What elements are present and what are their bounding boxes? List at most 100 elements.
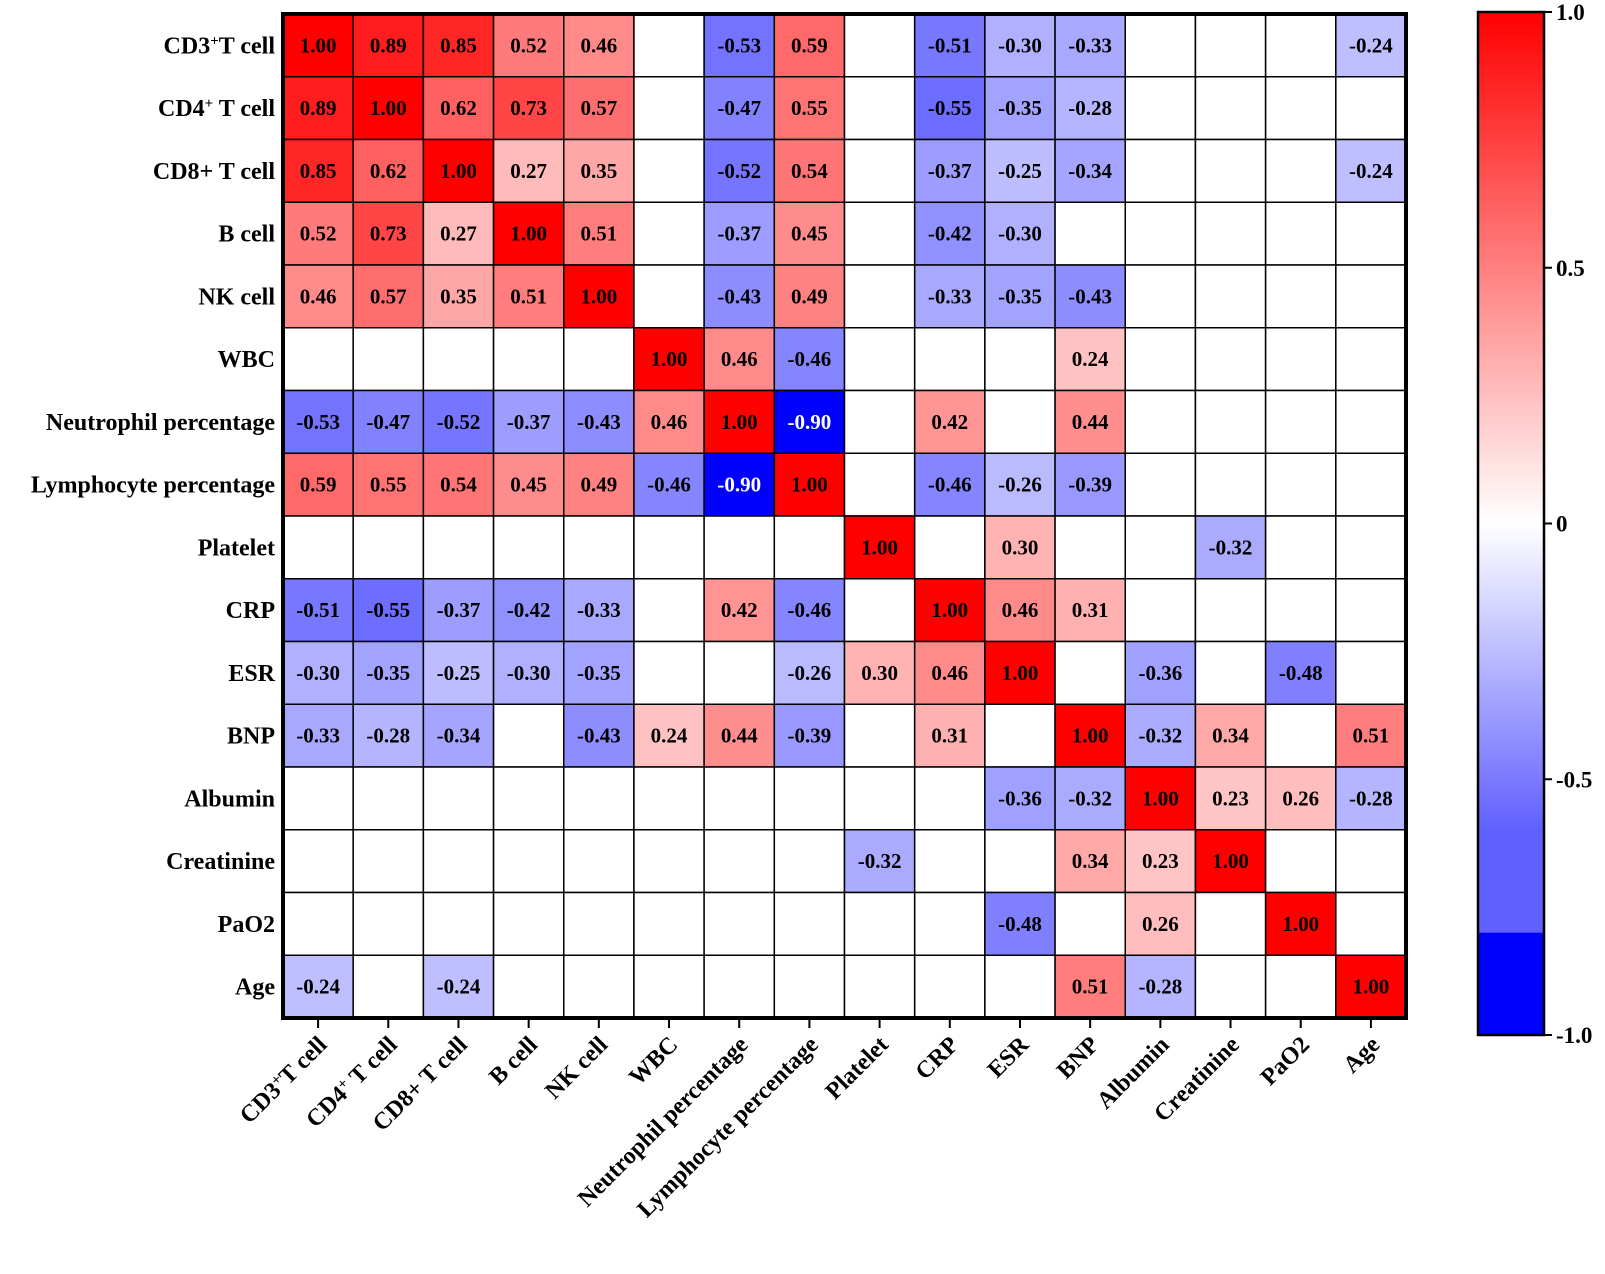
- cell-value-label: 1.00: [440, 159, 477, 183]
- cell-value-label: 0.45: [791, 222, 828, 246]
- colorbar-segment: [1478, 559, 1544, 566]
- y-axis-label: ESR: [228, 661, 275, 687]
- colorbar-segment: [1478, 216, 1544, 223]
- cell-value-label: 0.34: [1072, 849, 1109, 873]
- colorbar-segment: [1478, 1004, 1544, 1011]
- cell-value-label: 1.00: [1353, 975, 1390, 999]
- heatmap-cell: [773, 76, 846, 141]
- colorbar-segment: [1478, 574, 1544, 581]
- heatmap-cell: [1264, 954, 1337, 1019]
- y-axis-label: NK cell: [198, 284, 275, 310]
- cell-value-label: 0.46: [580, 33, 617, 57]
- x-axis-label: B cell: [484, 1032, 543, 1091]
- heatmap-cell: [1054, 327, 1126, 392]
- colorbar-segment: [1478, 446, 1544, 453]
- heatmap-cell: [422, 452, 495, 517]
- heatmap-cell: [1194, 766, 1267, 831]
- cell-value-label: 0.55: [791, 96, 828, 120]
- colorbar-segment: [1478, 288, 1544, 294]
- colorbar-segment: [1478, 237, 1544, 243]
- colorbar-segment: [1478, 451, 1544, 458]
- cell-value-label: 0.51: [1353, 724, 1390, 748]
- cell-value-label: 0.59: [300, 473, 337, 497]
- colorbar-segment: [1478, 277, 1544, 284]
- heatmap-cell: [1124, 703, 1197, 768]
- cell-value-label: 0.30: [861, 661, 898, 685]
- heatmap-cell: [984, 640, 1056, 705]
- cell-value-label: 0.54: [791, 159, 828, 183]
- colorbar-segment: [1478, 753, 1544, 760]
- heatmap-cell: [703, 766, 776, 831]
- colorbar-segment: [1478, 676, 1544, 683]
- heatmap-cell: [563, 703, 635, 768]
- heatmap-cell: [1335, 829, 1407, 894]
- cell-value-label: 0.27: [510, 159, 547, 183]
- colorbar-segment: [1478, 850, 1544, 857]
- heatmap-cell: [843, 891, 916, 956]
- cell-value-label: -0.47: [717, 96, 761, 120]
- cell-value-label: -0.32: [1209, 535, 1253, 559]
- colorbar-segment: [1478, 293, 1544, 300]
- colorbar-segment: [1478, 656, 1544, 663]
- heatmap-frame: [281, 12, 1408, 1020]
- colorbar-segment: [1478, 513, 1544, 519]
- cell-value-label: 1.00: [300, 33, 337, 57]
- heatmap-cell: [1124, 891, 1197, 956]
- colorbar-segment: [1478, 52, 1544, 59]
- colorbar-segment: [1478, 743, 1544, 750]
- colorbar-segment: [1478, 78, 1544, 85]
- colorbar-segment: [1478, 738, 1544, 745]
- y-axis-label: BNP: [227, 724, 275, 750]
- cell-value-label: 1.00: [861, 535, 898, 559]
- colorbar-segment: [1478, 825, 1544, 831]
- colorbar-segment: [1478, 477, 1544, 484]
- cell-value-label: 0.52: [300, 222, 337, 246]
- colorbar-segment: [1478, 170, 1544, 177]
- heatmap-cell: [633, 138, 705, 203]
- cell-value-label: 0.89: [300, 96, 337, 120]
- heatmap-cell: [1124, 138, 1197, 203]
- colorbar-segment: [1478, 564, 1544, 571]
- colorbar-segment: [1478, 144, 1544, 151]
- heatmap-cell: [1335, 578, 1407, 643]
- heatmap-cell: [913, 829, 986, 894]
- colorbar-segment: [1478, 421, 1544, 427]
- cell-value-label: 0.49: [580, 473, 617, 497]
- heatmap-cell: [1264, 138, 1337, 203]
- heatmap-cell: [492, 829, 565, 894]
- heatmap-cell: [563, 891, 635, 956]
- cell-value-label: -0.32: [1138, 724, 1182, 748]
- heatmap-cell: [984, 264, 1056, 329]
- colorbar-segment: [1478, 354, 1544, 361]
- heatmap-cell: [563, 766, 635, 831]
- cell-value-label: -0.37: [928, 159, 972, 183]
- x-axis-label: BNP: [1052, 1032, 1104, 1084]
- heatmap-cell: [913, 327, 986, 392]
- heatmap-cell: [773, 703, 846, 768]
- cell-value-label: 0.42: [931, 410, 968, 434]
- cell-value-label: -0.39: [788, 724, 832, 748]
- heatmap-cell: [1124, 829, 1197, 894]
- colorbar-segment: [1478, 973, 1544, 980]
- heatmap-cell: [492, 201, 565, 266]
- colorbar-segment: [1478, 226, 1544, 233]
- heatmap-cell: [563, 76, 635, 141]
- heatmap-cell: [1054, 954, 1126, 1019]
- heatmap-cell: [282, 76, 354, 141]
- heatmap-cell: [913, 13, 986, 78]
- cell-value-label: 1.00: [1212, 849, 1249, 873]
- colorbar-segment: [1478, 1029, 1544, 1036]
- colorbar-segment: [1478, 1024, 1544, 1031]
- heatmap-cell: [843, 138, 916, 203]
- heatmap-cell: [913, 578, 986, 643]
- colorbar-segment: [1478, 63, 1544, 69]
- cell-value-label: -0.35: [998, 96, 1042, 120]
- cell-value-label: -0.37: [717, 222, 761, 246]
- colorbar-segment: [1478, 114, 1544, 121]
- colorbar-segment: [1478, 1019, 1544, 1026]
- heatmap-cell: [422, 578, 495, 643]
- colorbar-segment: [1478, 554, 1544, 560]
- colorbar-segment: [1478, 380, 1544, 386]
- cell-value-label: -0.43: [1068, 284, 1112, 308]
